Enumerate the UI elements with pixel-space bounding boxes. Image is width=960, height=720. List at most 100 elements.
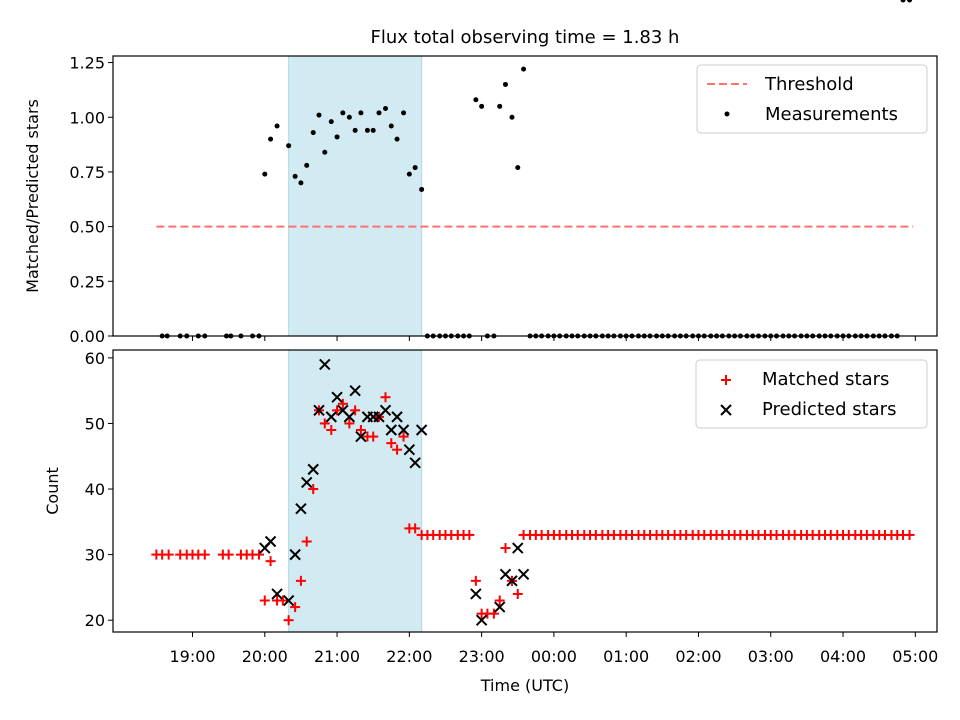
matched-star-marker	[163, 549, 174, 560]
predicted-star-marker	[409, 457, 421, 469]
measurement-point	[376, 110, 382, 116]
matched-star-marker	[464, 529, 475, 540]
matched-star-marker	[470, 575, 481, 586]
measurement-point	[382, 106, 388, 111]
predicted-star-marker	[325, 411, 337, 423]
matched-star-marker	[332, 405, 343, 416]
predicted-star-marker	[349, 384, 361, 397]
measurement-point	[521, 66, 527, 72]
matched-star-marker	[199, 549, 210, 560]
top-y-tick-label: 0.00	[69, 327, 105, 346]
measurement-point	[316, 112, 322, 118]
measurement-point	[346, 114, 352, 120]
matched-star-marker	[410, 523, 421, 534]
bottom-y-tick-label: 50	[85, 414, 105, 433]
observing-window-shade-top	[288, 55, 423, 337]
matched-star-marker	[368, 431, 379, 442]
matched-star-marker	[386, 438, 397, 449]
measurement-point	[388, 123, 394, 129]
predicted-star-marker	[385, 424, 397, 436]
x-tick-label: 21:00	[314, 647, 360, 666]
matched-star-marker	[254, 549, 265, 560]
measurement-point	[515, 165, 521, 171]
predicted-star-marker	[493, 601, 506, 613]
measurement-point	[479, 103, 485, 109]
measurement-point	[274, 123, 280, 129]
predicted-star-marker	[301, 476, 313, 489]
measurement-point	[292, 173, 298, 179]
measurement-point	[364, 127, 370, 133]
matched-star-marker	[283, 615, 294, 626]
x-axis-label: Time (UTC)	[480, 676, 569, 695]
matched-star-marker	[295, 575, 306, 586]
predicted-star-marker	[403, 443, 416, 456]
predicted-star-marker	[397, 424, 410, 436]
legend-predicted-swatch	[720, 404, 732, 416]
measurement-point	[900, 0, 906, 3]
top-y-tick-label: 1.25	[69, 54, 105, 73]
legend-matched-label: Matched stars	[762, 369, 889, 390]
matched-star-marker	[500, 543, 511, 554]
matched-star-marker	[398, 431, 409, 442]
bottom-y-tick-label: 30	[85, 546, 105, 565]
x-tick-label: 03:00	[748, 647, 794, 666]
x-tick-label: 20:00	[242, 647, 288, 666]
legend-matched-marker	[721, 375, 731, 385]
predicted-star-marker	[391, 411, 403, 423]
matched-star-marker	[337, 398, 348, 409]
measurement-point	[502, 81, 508, 87]
predicted-star-marker	[319, 358, 331, 371]
legend-measurement-swatch	[724, 111, 730, 117]
top-y-axis-label: Matched/Predicted stars	[23, 99, 42, 293]
predicted-star-marker	[506, 575, 518, 587]
top-legend: Threshold Measurements	[696, 64, 928, 134]
measurement-point	[370, 127, 376, 133]
bottom-legend: Matched stars Predicted stars	[695, 359, 928, 429]
predicted-star-marker	[313, 404, 325, 417]
predicted-star-marker	[307, 463, 319, 476]
top-plot-frame	[112, 55, 938, 337]
matched-star-marker	[223, 549, 234, 560]
predicted-star-marker	[415, 424, 428, 436]
measurement-point	[406, 171, 412, 177]
matched-star-marker	[392, 444, 403, 455]
measurement-point	[328, 119, 334, 125]
legend-predicted-marker	[720, 404, 732, 416]
predicted-star-marker	[289, 548, 301, 561]
measurement-point	[310, 130, 316, 136]
matched-star-marker	[326, 425, 337, 436]
measurement-point	[262, 171, 268, 177]
measurement-point	[358, 110, 364, 116]
x-tick-label: 19:00	[169, 647, 215, 666]
predicted-star-marker	[295, 502, 307, 515]
star-count-panel: 20 30 40 50 60 19:00 20:00 21:00 22:00 23:00 00:00…	[43, 349, 938, 695]
x-tick-label: 02:00	[675, 647, 721, 666]
matched-star-marker	[904, 529, 915, 540]
bottom-y-axis-label: Count	[43, 467, 62, 515]
observing-window-shade-bottom	[288, 349, 423, 633]
predicted-star-markers	[259, 358, 530, 626]
matched-star-marker	[512, 588, 523, 599]
predicted-star-marker	[379, 404, 392, 417]
top-y-tick-label: 0.25	[69, 272, 105, 291]
predicted-star-marker	[331, 391, 343, 403]
bottom-legend-box	[695, 359, 928, 429]
matched-star-marker	[259, 595, 270, 606]
measurement-point	[394, 136, 400, 142]
top-axis-ticks: 0.00 0.25 0.50 0.75 1.00 1.25	[69, 54, 916, 346]
matched-star-marker	[488, 608, 499, 619]
predicted-star-marker	[264, 535, 277, 548]
predicted-star-marker	[475, 614, 488, 626]
measurement-point	[419, 186, 425, 192]
measurement-point	[401, 110, 407, 116]
measurement-point	[334, 134, 340, 140]
measurement-point	[286, 143, 292, 149]
top-y-tick-label: 0.75	[69, 163, 105, 182]
predicted-star-marker	[512, 542, 524, 554]
measurement-point	[322, 149, 328, 155]
measurement-point	[268, 136, 274, 142]
bottom-y-tick-label: 20	[85, 611, 105, 630]
matched-star-marker	[290, 602, 301, 613]
bottom-y-tick-label: 40	[85, 480, 105, 499]
matched-star-marker	[319, 418, 330, 429]
